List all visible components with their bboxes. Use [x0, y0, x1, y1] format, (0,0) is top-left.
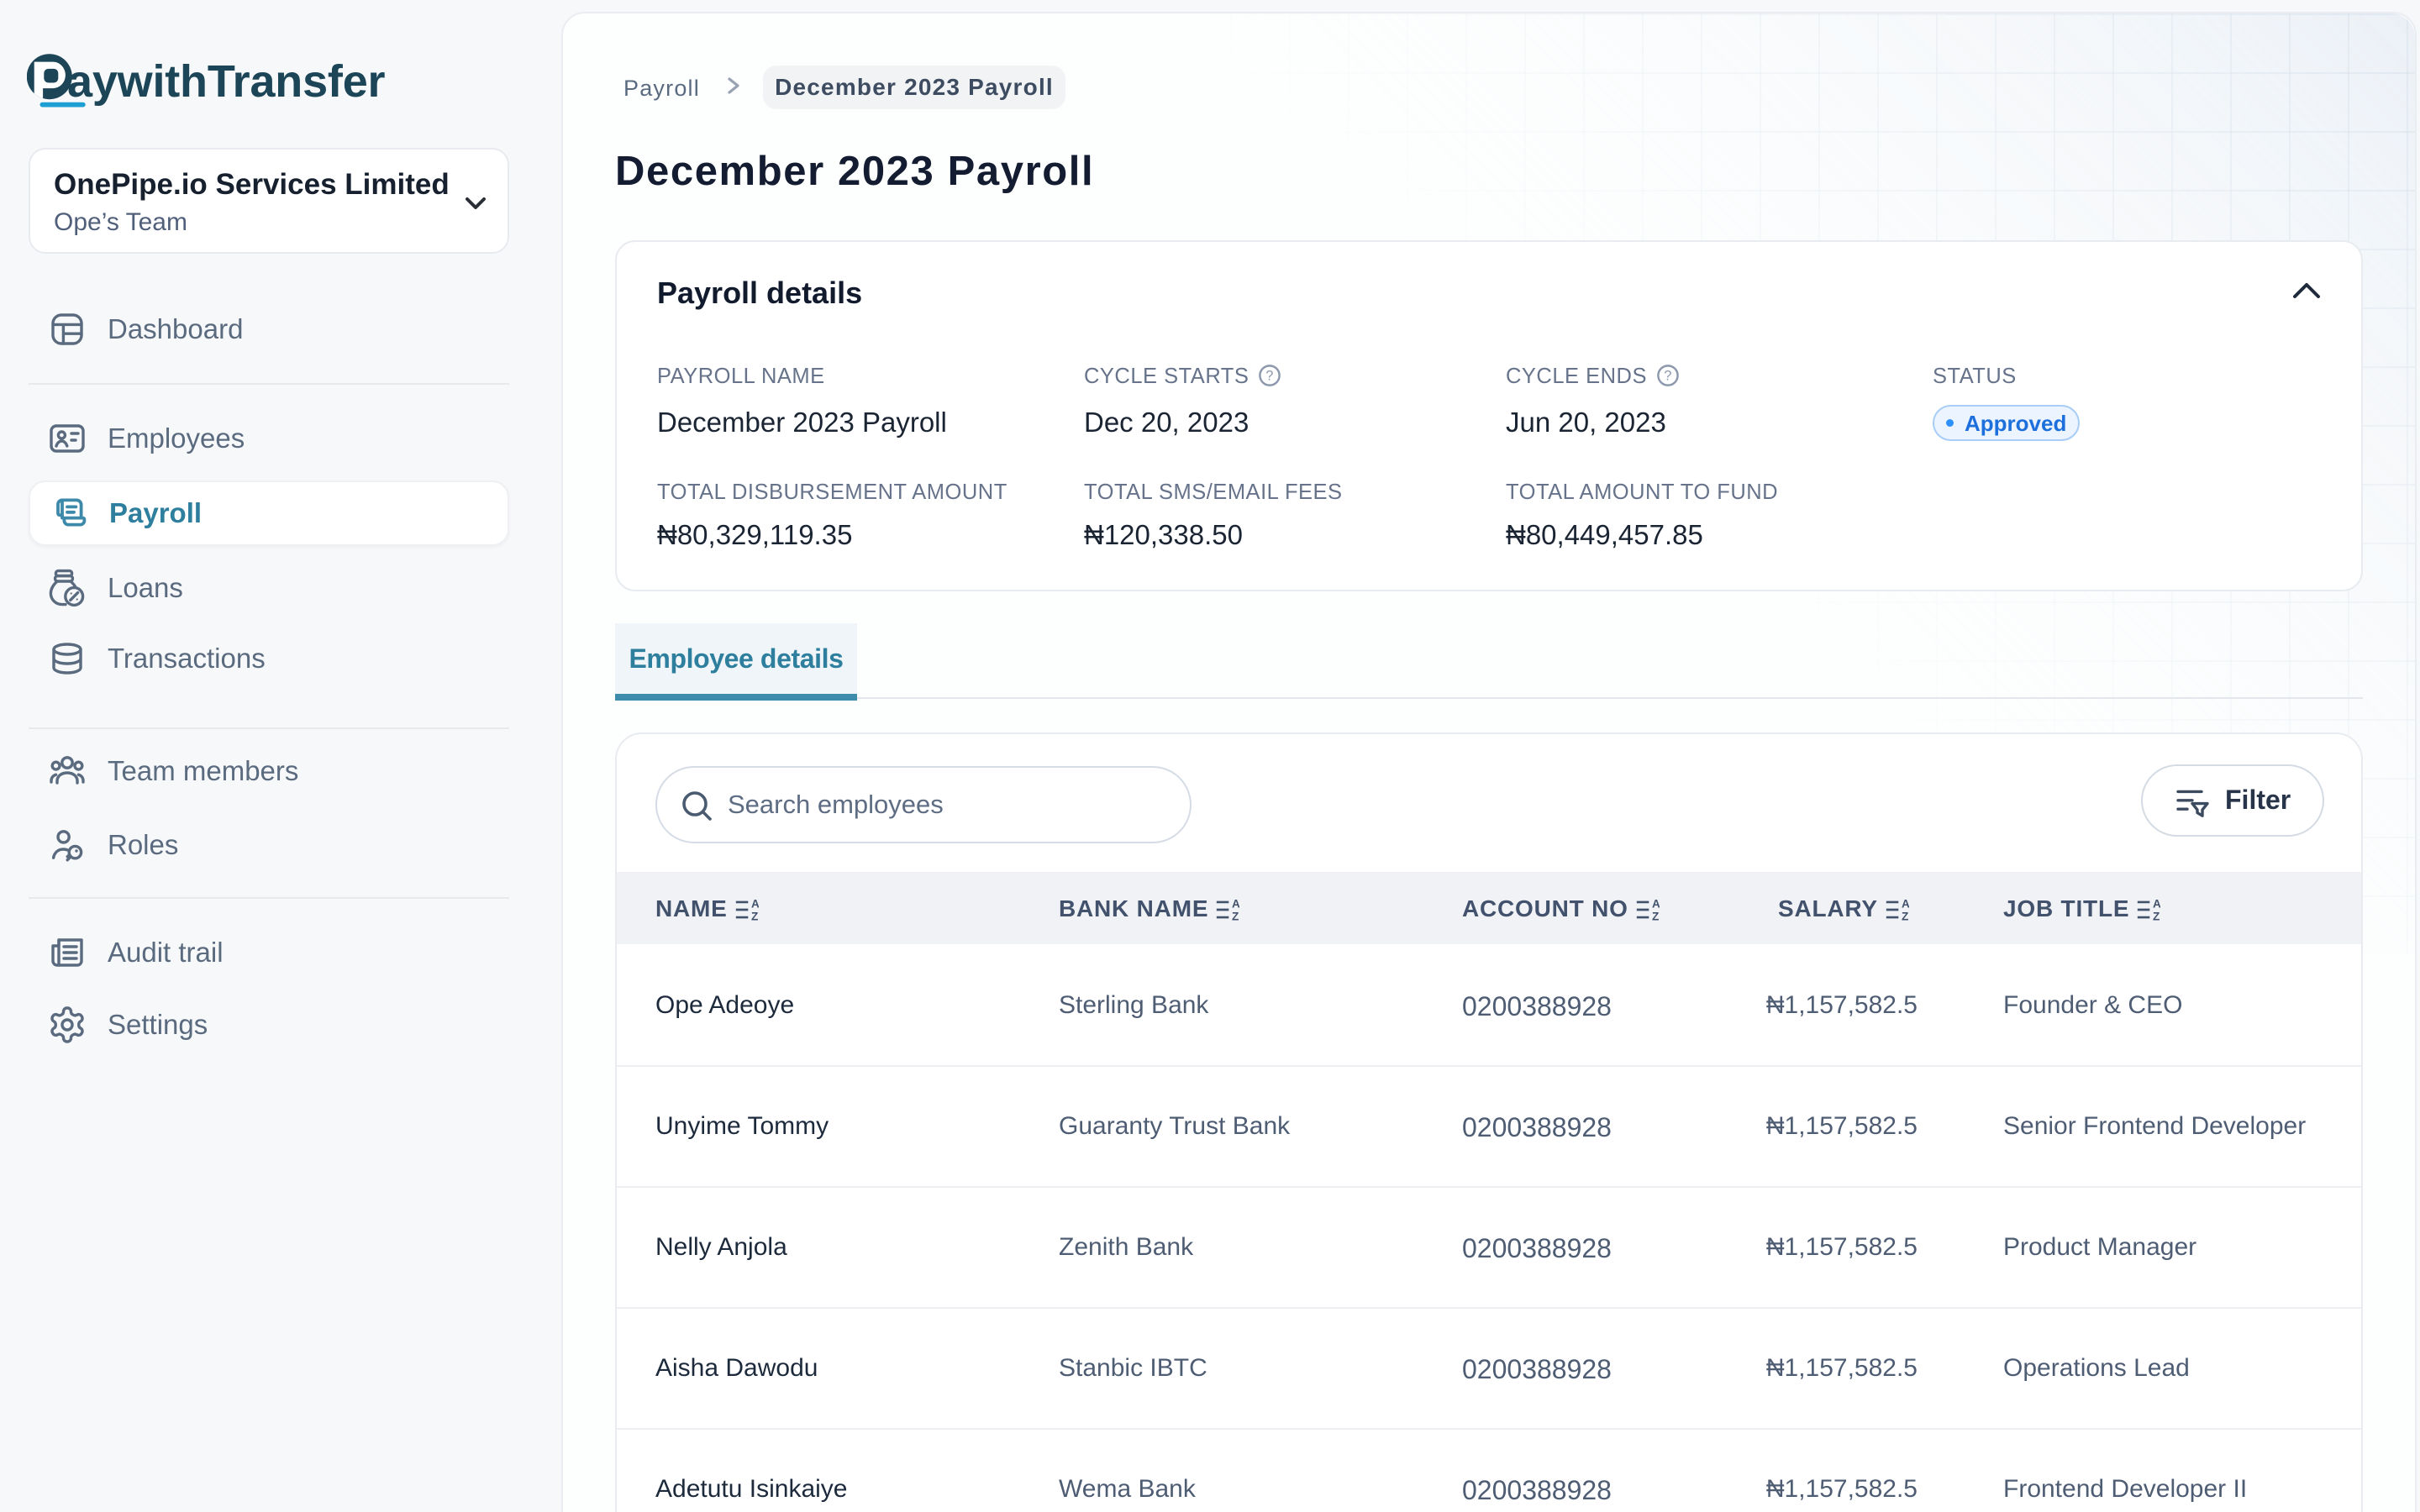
- svg-text:A: A: [2153, 898, 2160, 910]
- svg-text:?: ?: [1664, 369, 1672, 384]
- svg-text:A: A: [751, 898, 759, 910]
- svg-text:A: A: [1652, 898, 1660, 910]
- svg-text:Z: Z: [2153, 911, 2160, 921]
- svg-text:A: A: [1902, 898, 1909, 910]
- svg-text:?: ?: [1266, 369, 1275, 384]
- svg-text:Z: Z: [751, 911, 759, 921]
- svg-text:A: A: [1232, 898, 1239, 910]
- svg-text:Z: Z: [1902, 911, 1909, 921]
- svg-text:Z: Z: [1232, 911, 1239, 921]
- svg-text:Z: Z: [1652, 911, 1660, 921]
